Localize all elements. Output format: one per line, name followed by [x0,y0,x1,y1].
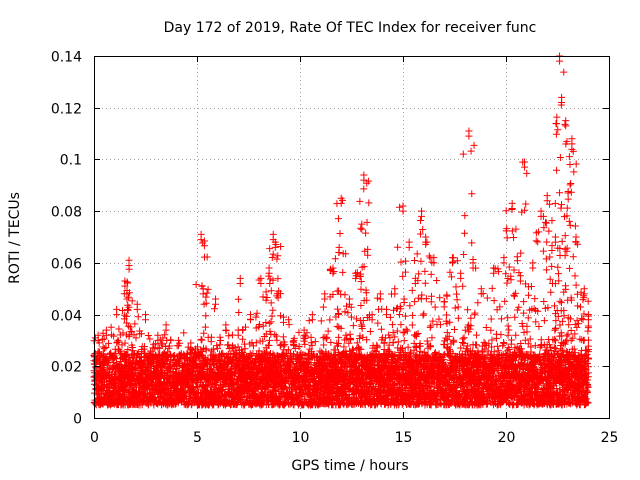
data-point [144,331,152,339]
data-point [161,331,169,339]
data-point [493,342,501,350]
data-point [217,336,225,344]
data-point [124,345,132,353]
data-point [146,335,154,343]
data-point [207,333,215,341]
grid-lines [94,56,609,418]
data-point [161,343,169,350]
data-point [180,329,188,337]
data-point [279,333,287,341]
chart-title: Day 172 of 2019, Rate Of TEC Index for r… [164,20,537,36]
data-point [150,363,158,371]
data-point [136,353,144,361]
data-point [366,328,374,336]
data-point [100,335,108,343]
data-point [166,366,174,374]
data-point [488,336,496,344]
data-point [400,337,408,345]
data-points [90,52,592,409]
data-point [115,338,123,346]
data-point [320,341,328,349]
data-point [327,338,335,346]
data-point [158,341,166,349]
data-point [115,345,123,353]
data-point [497,331,505,339]
